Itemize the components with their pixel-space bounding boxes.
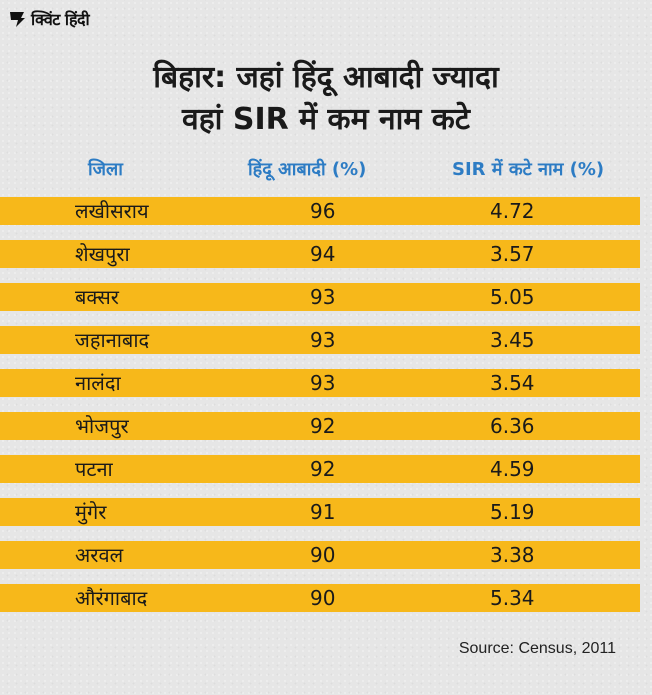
sir-removed-cell: 5.19 bbox=[490, 500, 535, 524]
district-cell: लखीसराय bbox=[75, 199, 149, 223]
district-cell: बक्सर bbox=[75, 285, 119, 309]
chart-title-line2: वहां SIR में कम नाम कटे bbox=[182, 102, 470, 137]
quint-logo-icon bbox=[10, 12, 25, 27]
sir-removed-cell: 4.59 bbox=[490, 457, 535, 481]
table-row: शेखपुरा 94 3.57 bbox=[0, 240, 640, 268]
sir-removed-cell: 5.34 bbox=[490, 586, 535, 610]
table-row: लखीसराय 96 4.72 bbox=[0, 197, 640, 225]
brand-logo: क्विंट हिंदी bbox=[8, 6, 90, 32]
hindu-population-cell: 90 bbox=[310, 586, 336, 610]
hindu-population-cell: 92 bbox=[310, 457, 336, 481]
sir-removed-cell: 6.36 bbox=[490, 414, 535, 438]
brand-name: क्विंट हिंदी bbox=[31, 10, 90, 29]
district-cell: नालंदा bbox=[75, 371, 121, 395]
hindu-population-cell: 92 bbox=[310, 414, 336, 438]
district-cell: शेखपुरा bbox=[75, 242, 130, 266]
district-cell: अरवल bbox=[75, 543, 124, 567]
district-cell: औरंगाबाद bbox=[75, 586, 148, 610]
district-cell: पटना bbox=[75, 457, 113, 481]
hindu-population-cell: 91 bbox=[310, 500, 336, 524]
table-row: बक्सर 93 5.05 bbox=[0, 283, 640, 311]
hindu-population-cell: 90 bbox=[310, 543, 336, 567]
sir-removed-cell: 3.38 bbox=[490, 543, 535, 567]
column-header-district: जिला bbox=[88, 159, 123, 180]
hindu-population-cell: 96 bbox=[310, 199, 336, 223]
source-note: Source: Census, 2011 bbox=[458, 640, 616, 657]
table-row: पटना 92 4.59 bbox=[0, 455, 640, 483]
hindu-population-cell: 93 bbox=[310, 285, 336, 309]
sir-removed-cell: 3.57 bbox=[490, 242, 535, 266]
table-row: भोजपुर 92 6.36 bbox=[0, 412, 640, 440]
sir-removed-cell: 3.45 bbox=[490, 328, 535, 352]
table-row: मुंगेर 91 5.19 bbox=[0, 498, 640, 526]
table-row: नालंदा 93 3.54 bbox=[0, 369, 640, 397]
sir-removed-cell: 4.72 bbox=[490, 199, 535, 223]
column-header-sir-removed: SIR में कटे नाम (%) bbox=[452, 159, 605, 180]
table-row: अरवल 90 3.38 bbox=[0, 541, 640, 569]
sir-removed-cell: 3.54 bbox=[490, 371, 535, 395]
chart-title-line1: बिहार: जहां हिंदू आबादी ज्यादा bbox=[153, 60, 499, 95]
district-cell: जहानाबाद bbox=[75, 328, 150, 352]
hindu-population-cell: 93 bbox=[310, 371, 336, 395]
hindu-population-cell: 93 bbox=[310, 328, 336, 352]
hindu-population-cell: 94 bbox=[310, 242, 336, 266]
sir-removed-cell: 5.05 bbox=[490, 285, 535, 309]
district-cell: मुंगेर bbox=[75, 500, 107, 524]
column-header-hindu-population: हिंदू आबादी (%) bbox=[248, 159, 367, 180]
district-cell: भोजपुर bbox=[75, 414, 129, 438]
table-row: औरंगाबाद 90 5.34 bbox=[0, 584, 640, 612]
table-row: जहानाबाद 93 3.45 bbox=[0, 326, 640, 354]
